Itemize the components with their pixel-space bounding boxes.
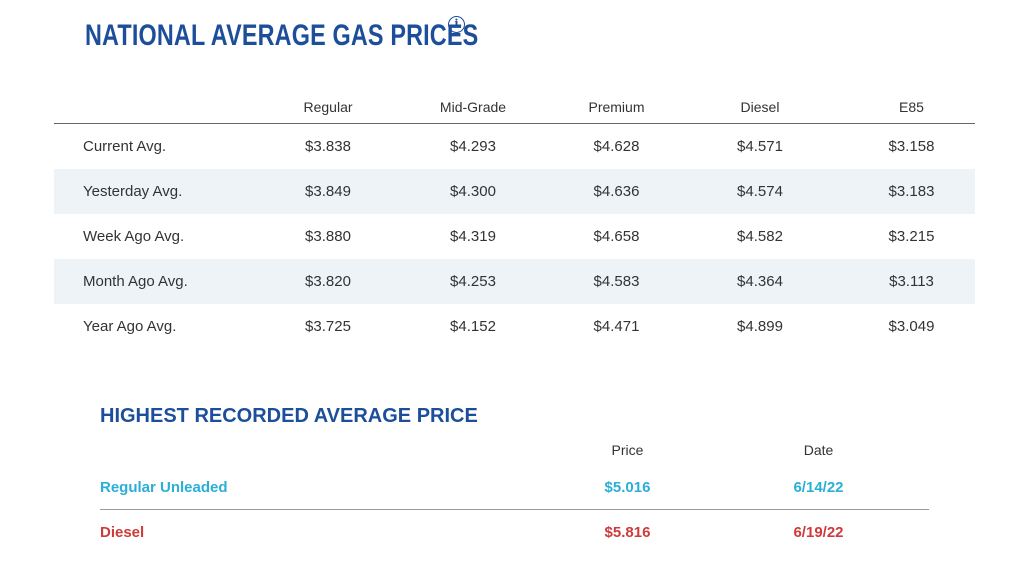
price-cell: $3.183	[848, 169, 975, 214]
table-row: Month Ago Avg. $3.820 $4.253 $4.583 $4.3…	[54, 259, 975, 304]
price-cell: $4.658	[593, 228, 640, 245]
column-header-date: Date	[803, 442, 834, 458]
price-cell: $4.300	[385, 169, 561, 214]
table-row: Current Avg. $3.838 $4.293 $4.628 $4.571…	[54, 124, 975, 170]
column-header-price: Price	[611, 442, 644, 458]
row-label-diesel: Diesel	[100, 523, 145, 541]
price-cell: $3.849	[271, 169, 385, 214]
price-cell: $4.628	[593, 138, 640, 155]
row-label: Month Ago Avg.	[54, 259, 271, 304]
table-row: Year Ago Avg. $3.725 $4.152 $4.471 $4.89…	[54, 304, 975, 349]
price-cell: $3.838	[305, 138, 351, 155]
column-header-regular: Regular	[271, 90, 385, 124]
price-cell: $5.816	[604, 523, 651, 541]
price-cell: $4.571	[737, 138, 783, 155]
price-cell: $4.582	[737, 228, 783, 245]
price-cell: $3.880	[305, 228, 351, 245]
highest-price-table: Price Date Regular Unleaded $5.016 6/14/…	[100, 435, 929, 554]
date-cell: 6/19/22	[793, 523, 844, 541]
price-cell: $4.583	[561, 259, 672, 304]
date-cell: 6/14/22	[708, 465, 929, 510]
price-cell: $3.158	[888, 138, 935, 155]
price-cell: $3.725	[305, 318, 351, 335]
table-row: Yesterday Avg. $3.849 $4.300 $4.636 $4.5…	[54, 169, 975, 214]
column-header-e85: E85	[848, 90, 975, 124]
column-header-diesel: Diesel	[672, 90, 848, 124]
table-row: Week Ago Avg. $3.880 $4.319 $4.658 $4.58…	[54, 214, 975, 259]
table-header-row: Price Date	[100, 435, 929, 465]
price-cell: $4.364	[672, 259, 848, 304]
price-cell: $3.820	[271, 259, 385, 304]
page-title: NATIONAL AVERAGE GAS PRICES	[85, 19, 479, 52]
column-header	[100, 435, 547, 465]
price-cell: $3.113	[848, 259, 975, 304]
column-header-mid-grade: Mid-Grade	[385, 90, 561, 124]
table-row: Regular Unleaded $5.016 6/14/22	[100, 465, 929, 510]
price-cell: $4.293	[450, 138, 496, 155]
row-label-regular-unleaded: Regular Unleaded	[100, 465, 547, 510]
table-header-row: Regular Mid-Grade Premium Diesel E85	[54, 90, 975, 124]
price-cell: $5.016	[547, 465, 708, 510]
price-cell: $4.152	[450, 318, 496, 335]
price-cell: $4.471	[593, 318, 640, 335]
row-label: Year Ago Avg.	[83, 318, 177, 335]
gas-prices-table: Regular Mid-Grade Premium Diesel E85 Cur…	[54, 90, 975, 349]
column-header	[54, 90, 271, 124]
column-header-premium: Premium	[561, 90, 672, 124]
price-cell: $4.253	[385, 259, 561, 304]
row-label: Yesterday Avg.	[54, 169, 271, 214]
row-label: Current Avg.	[83, 138, 167, 155]
price-cell: $4.574	[672, 169, 848, 214]
highest-price-heading: HIGHEST RECORDED AVERAGE PRICE	[100, 405, 478, 427]
title-row: NATIONAL AVERAGE GAS PRICES i	[85, 14, 545, 58]
row-label: Week Ago Avg.	[83, 228, 185, 245]
table-row: Diesel $5.816 6/19/22	[100, 510, 929, 555]
price-cell: $4.319	[450, 228, 496, 245]
price-cell: $4.899	[737, 318, 783, 335]
price-cell: $3.215	[888, 228, 935, 245]
info-icon[interactable]: i	[448, 16, 465, 33]
price-cell: $4.636	[561, 169, 672, 214]
price-cell: $3.049	[888, 318, 935, 335]
